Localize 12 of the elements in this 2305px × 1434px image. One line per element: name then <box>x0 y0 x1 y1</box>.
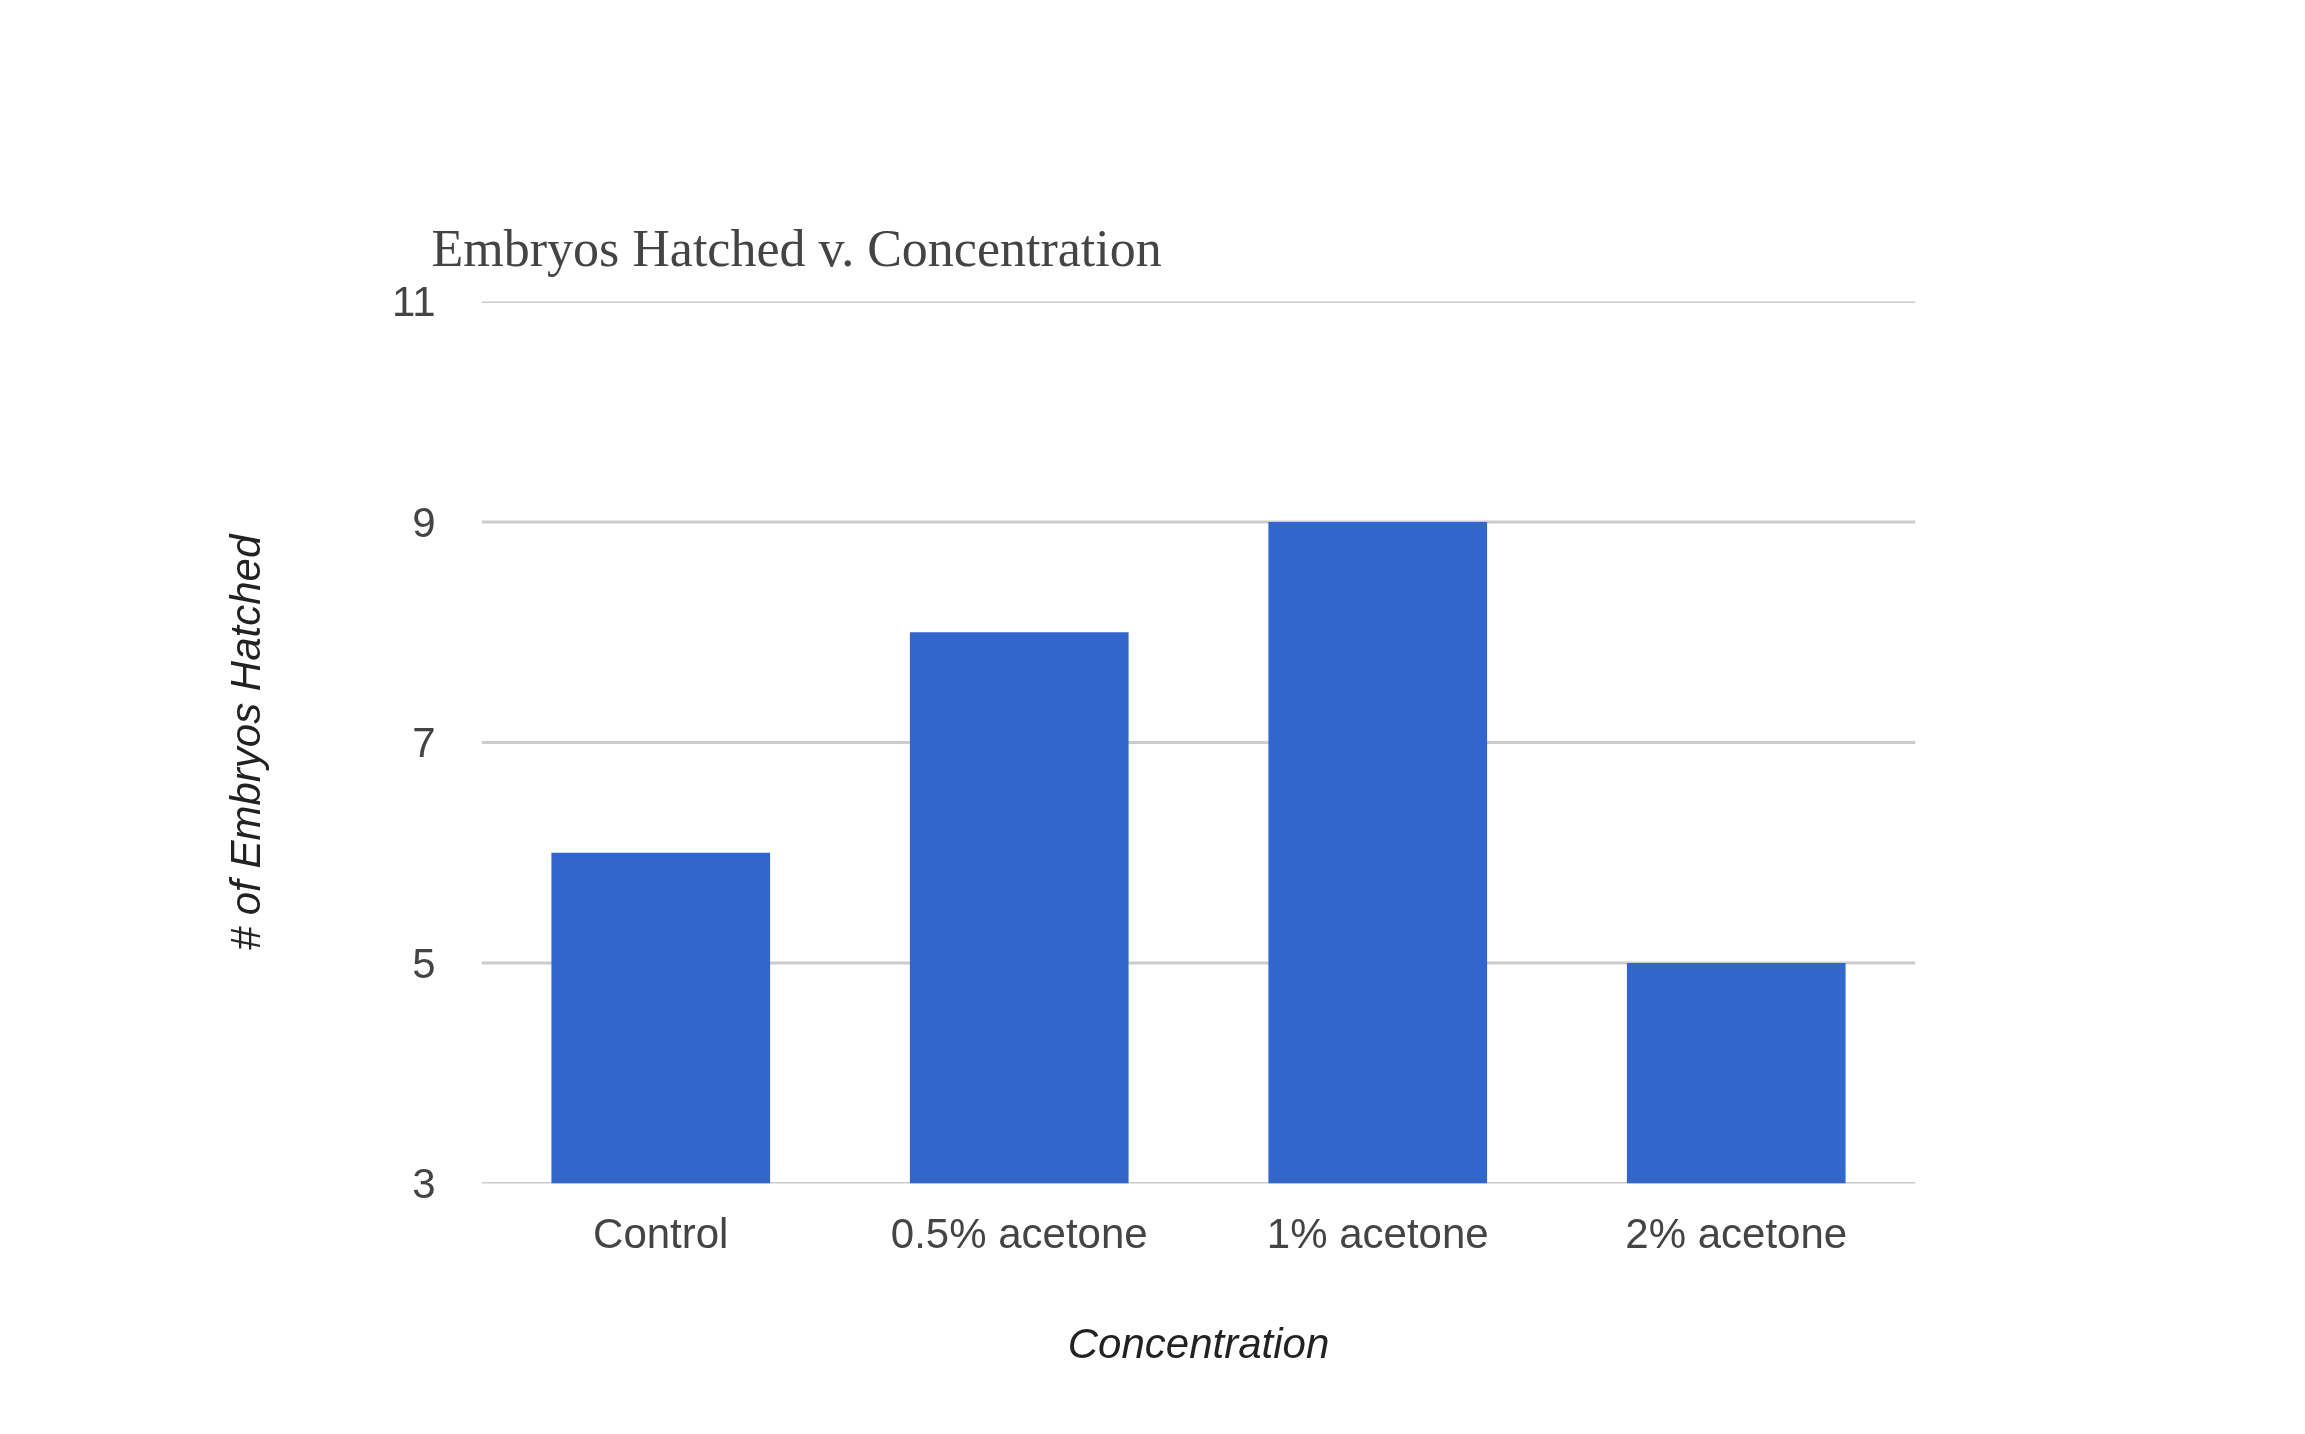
y-tick-label: 11 <box>391 278 436 325</box>
y-tick-label: 5 <box>412 939 436 987</box>
y-tick-label: 3 <box>412 1160 436 1207</box>
x-tick-label: 0.5% acetone <box>890 1209 1148 1257</box>
y-axis-title: # of Embryos Hatched <box>221 533 269 951</box>
x-tick-label: 1% acetone <box>1266 1209 1489 1257</box>
x-axis-title: Concentration <box>1067 1319 1330 1367</box>
chart-title: Embryos Hatched v. Concentration <box>431 219 1162 277</box>
y-tick-label: 7 <box>412 719 436 766</box>
y-tick-label: 9 <box>412 498 436 546</box>
x-tick-label: Control <box>593 1209 729 1257</box>
x-tick-label: 2% acetone <box>1625 1209 1848 1257</box>
